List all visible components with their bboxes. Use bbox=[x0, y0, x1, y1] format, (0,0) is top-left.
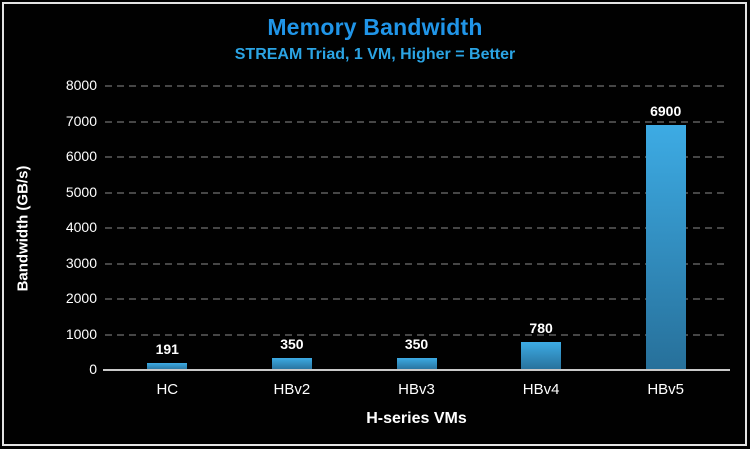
bar-hbv3 bbox=[396, 358, 437, 370]
y-tick-label-5000: 5000 bbox=[65, 183, 97, 200]
x-tick-label-hbv2: HBv2 bbox=[273, 381, 311, 398]
y-tick-label-8000: 8000 bbox=[65, 77, 97, 93]
bar-hc bbox=[147, 363, 188, 370]
y-tick-label-6000: 6000 bbox=[65, 148, 97, 164]
gridline-7000 bbox=[105, 120, 728, 123]
chart-subtitle: STREAM Triad, 1 VM, Higher = Better bbox=[234, 46, 516, 63]
gridline-5000 bbox=[105, 191, 728, 194]
gridline-8000 bbox=[105, 85, 728, 87]
y-tick-label-0: 0 bbox=[89, 361, 97, 377]
bar-hbv2 bbox=[271, 358, 312, 370]
gridline-1000 bbox=[105, 333, 728, 336]
gridline-3000 bbox=[105, 262, 728, 265]
y-tick-label-7000: 7000 bbox=[65, 112, 97, 129]
chart-title: Memory Bandwidth bbox=[267, 14, 483, 40]
gridline-6000 bbox=[105, 156, 728, 158]
bar-hbv4 bbox=[521, 342, 562, 370]
gridline-4000 bbox=[105, 227, 728, 229]
x-axis-title: H-series VMs bbox=[366, 410, 467, 427]
bar-hbv5 bbox=[645, 125, 686, 370]
y-tick-label-3000: 3000 bbox=[65, 254, 97, 271]
bar-value-label-hbv4: 780 bbox=[529, 320, 553, 336]
x-tick-label-hc: HC bbox=[156, 381, 179, 398]
y-tick-label-2000: 2000 bbox=[65, 290, 97, 306]
x-tick-label-hbv5: HBv5 bbox=[647, 381, 685, 398]
bar-value-label-hc: 191 bbox=[155, 341, 179, 357]
x-axis-line bbox=[103, 369, 730, 371]
x-tick-label-hbv4: HBv4 bbox=[522, 381, 560, 398]
bar-value-label-hbv2: 350 bbox=[280, 336, 304, 352]
y-tick-label-1000: 1000 bbox=[65, 325, 97, 342]
gridline-2000 bbox=[105, 298, 728, 300]
bar-value-label-hbv5: 6900 bbox=[650, 103, 682, 119]
y-axis-title: Bandwidth (GB/s) bbox=[14, 165, 32, 292]
y-tick-label-4000: 4000 bbox=[65, 219, 97, 235]
x-tick-label-hbv3: HBv3 bbox=[398, 381, 435, 398]
bar-value-label-hbv3: 350 bbox=[404, 336, 429, 352]
